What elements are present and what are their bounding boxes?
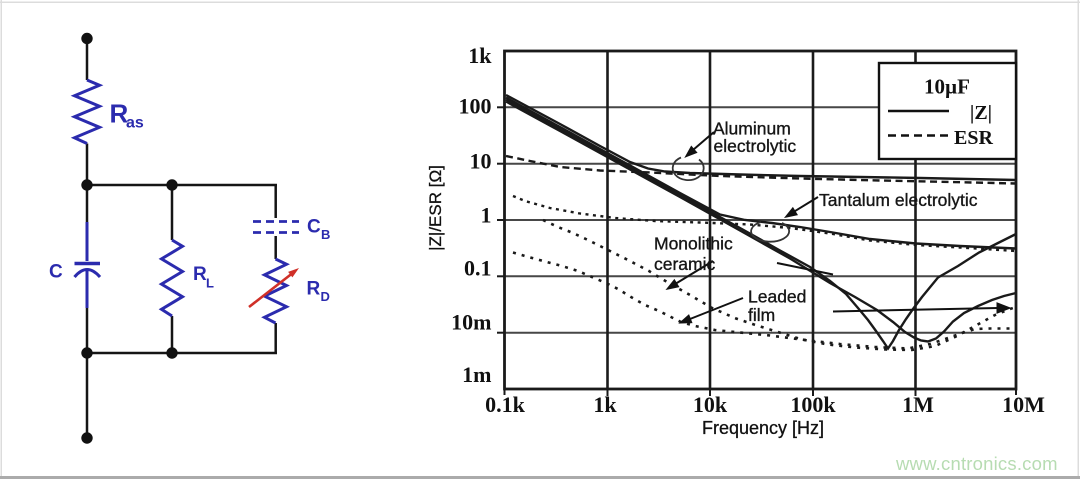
svg-text:10m: 10m (451, 310, 491, 335)
svg-text:Monolithic: Monolithic (654, 234, 733, 254)
svg-text:1k: 1k (593, 392, 617, 417)
svg-text:0.1: 0.1 (464, 256, 492, 281)
svg-text:10k: 10k (693, 392, 728, 417)
svg-text:10µF: 10µF (924, 75, 970, 99)
svg-text:C: C (49, 262, 63, 283)
svg-text:10M: 10M (1002, 392, 1045, 417)
svg-text:R: R (193, 264, 207, 285)
svg-text:0.1k: 0.1k (485, 392, 526, 417)
svg-text:1M: 1M (902, 392, 934, 417)
svg-text:10: 10 (470, 149, 492, 174)
svg-text:Frequency [Hz]: Frequency [Hz] (702, 418, 824, 438)
svg-text:Aluminum: Aluminum (713, 119, 791, 139)
svg-text:film: film (748, 305, 775, 325)
svg-text:|Z|: |Z| (970, 102, 992, 124)
svg-text:1k: 1k (468, 43, 492, 68)
svg-text:B: B (321, 227, 330, 242)
svg-text:as: as (126, 115, 144, 132)
svg-text:100: 100 (459, 94, 492, 119)
svg-text:R: R (110, 99, 129, 129)
svg-text:100k: 100k (790, 392, 836, 417)
svg-text:Leaded: Leaded (748, 287, 806, 307)
svg-text:D: D (321, 289, 330, 304)
svg-text:Tantalum electrolytic: Tantalum electrolytic (819, 190, 978, 210)
svg-text:R: R (307, 279, 321, 300)
svg-text:C: C (307, 217, 321, 238)
svg-text:ceramic: ceramic (654, 254, 716, 274)
svg-text:electrolytic: electrolytic (714, 136, 797, 156)
svg-text:|Z|/ESR [Ω]: |Z|/ESR [Ω] (426, 165, 445, 251)
svg-text:1m: 1m (462, 362, 491, 387)
svg-text:www.cntronics.com: www.cntronics.com (895, 453, 1058, 474)
svg-text:1: 1 (481, 203, 492, 228)
svg-text:ESR: ESR (954, 127, 993, 149)
svg-text:L: L (206, 276, 214, 291)
